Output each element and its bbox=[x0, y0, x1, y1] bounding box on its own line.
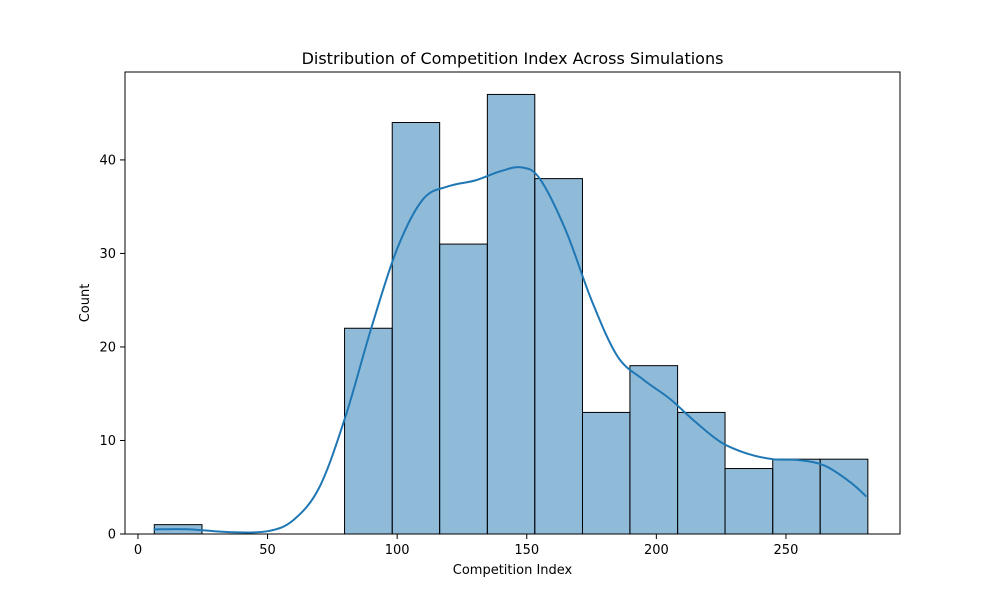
histogram-bar bbox=[772, 458, 821, 535]
x-axis-title: Competition Index bbox=[453, 563, 573, 578]
histogram-bar bbox=[534, 178, 583, 535]
plot-frame bbox=[124, 71, 901, 535]
x-tick-label: 100 bbox=[385, 543, 410, 558]
y-tick-label: 30 bbox=[99, 247, 116, 262]
y-tick-label: 0 bbox=[108, 528, 116, 543]
y-axis-title: Count bbox=[78, 284, 93, 323]
y-tick-label: 10 bbox=[99, 434, 116, 449]
histogram-bar bbox=[677, 411, 726, 535]
histogram-bar bbox=[486, 93, 536, 535]
x-tick-label: 250 bbox=[774, 543, 799, 558]
histogram-bar bbox=[629, 365, 679, 535]
histogram-bar bbox=[581, 411, 631, 535]
chart-title: Distribution of Competition Index Across… bbox=[302, 49, 724, 68]
x-axis: 0 50 100 150 200 250 bbox=[134, 534, 799, 558]
histogram-bar bbox=[439, 243, 488, 535]
histogram-bar bbox=[391, 122, 441, 535]
histogram-bar bbox=[344, 327, 393, 535]
histogram-bar bbox=[724, 468, 774, 535]
y-tick-label: 40 bbox=[99, 153, 116, 168]
histogram-bar bbox=[819, 458, 869, 535]
y-tick-label: 20 bbox=[99, 340, 116, 355]
x-tick-label: 50 bbox=[259, 543, 276, 558]
histogram-bars bbox=[153, 93, 869, 535]
x-tick-label: 200 bbox=[644, 543, 669, 558]
x-tick-label: 0 bbox=[134, 543, 142, 558]
kde-curve bbox=[153, 166, 867, 534]
y-axis: 0 10 20 30 40 bbox=[99, 153, 125, 543]
x-tick-label: 150 bbox=[514, 543, 539, 558]
